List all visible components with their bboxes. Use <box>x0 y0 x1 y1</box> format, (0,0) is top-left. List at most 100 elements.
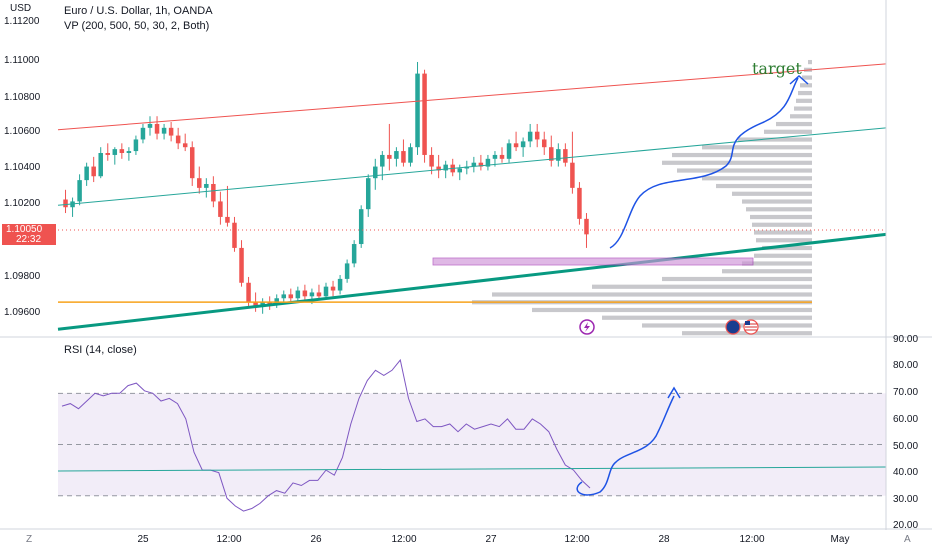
channel-mid-line[interactable] <box>57 127 887 206</box>
volume-profile-bar <box>790 114 812 119</box>
candle-body <box>513 143 519 148</box>
candle-body <box>260 302 265 307</box>
time-tick: 12:00 <box>391 534 416 545</box>
volume-profile-bar <box>662 160 812 165</box>
rsi-tick: 90.00 <box>893 334 918 345</box>
volume-profile-bar <box>532 307 812 313</box>
candle-body <box>387 154 392 159</box>
candle-body <box>140 127 146 140</box>
volume-profile-bar <box>764 129 812 134</box>
candle-body <box>239 247 244 283</box>
candle-body <box>492 154 498 159</box>
candle-body <box>520 141 526 148</box>
candle-body <box>485 158 491 167</box>
candle-body <box>63 199 68 208</box>
zoom-button[interactable]: Z <box>26 534 33 545</box>
candle-body <box>527 131 533 142</box>
time-tick: May <box>831 534 850 545</box>
volume-profile-bar <box>742 199 812 204</box>
candle-body <box>175 135 181 144</box>
price-tick: 1.10400 <box>4 162 41 173</box>
volume-profile-bar <box>702 145 812 150</box>
price-tick: 1.09800 <box>4 271 41 282</box>
candle-body <box>330 286 336 291</box>
price-axis[interactable]: 1.11200 1.11000 1.10800 1.10600 1.10400 … <box>4 16 41 318</box>
volume-profile-bar <box>750 214 812 220</box>
candle-body <box>77 180 82 202</box>
volume-profile-bar <box>742 261 812 266</box>
price-tick: 1.10800 <box>4 92 41 103</box>
rsi-level-line[interactable] <box>57 466 887 472</box>
rsi-projection-curve[interactable] <box>576 386 681 496</box>
rsi-axis[interactable]: 90.00 80.00 70.00 60.00 50.00 40.00 30.0… <box>893 334 918 531</box>
rsi-tick: 70.00 <box>893 387 918 398</box>
candle-body <box>499 154 505 159</box>
candle-body <box>408 147 413 163</box>
volume-profile-bar <box>776 121 812 127</box>
candle-body <box>534 131 540 140</box>
time-tick: 12:00 <box>216 534 241 545</box>
eu-flag-icon[interactable] <box>725 319 741 335</box>
volume-profile-bar <box>672 152 812 158</box>
volume-profile-bar <box>702 176 812 181</box>
candle-body <box>218 201 223 217</box>
rsi-grid <box>58 392 886 497</box>
volume-profile <box>472 59 812 336</box>
price-tick: 1.10600 <box>4 126 41 137</box>
time-axis[interactable]: 25 12:00 26 12:00 27 12:00 28 12:00 May <box>137 534 849 545</box>
candle-body <box>112 149 118 155</box>
symbol-title[interactable]: Euro / U.S. Dollar, 1h, OANDA <box>64 5 213 17</box>
volume-profile-bar <box>808 59 812 65</box>
candle-body <box>105 153 111 155</box>
candle-body <box>253 302 258 307</box>
volume-profile-bar <box>677 168 812 173</box>
candle-body <box>380 154 385 167</box>
candle-body <box>570 162 575 188</box>
candle-body <box>119 149 125 154</box>
candle-body <box>204 183 209 188</box>
candle-body <box>351 244 357 264</box>
candle-body <box>274 298 279 305</box>
support-trendline[interactable] <box>57 232 887 331</box>
volume-profile-bar <box>716 183 812 189</box>
rsi-tick: 40.00 <box>893 467 918 478</box>
candle-body <box>133 139 139 152</box>
volume-profile-bar <box>762 245 812 251</box>
candle-body <box>98 153 103 177</box>
volume-profile-bar <box>592 284 812 289</box>
rsi-tick: 20.00 <box>893 520 918 531</box>
auto-scale-button[interactable]: A <box>904 534 911 545</box>
candle-body <box>211 183 216 202</box>
candle-body <box>422 73 427 155</box>
channel-top-line[interactable] <box>57 63 887 131</box>
vp-indicator-label[interactable]: VP (200, 500, 50, 30, 2, Both) <box>64 20 210 32</box>
projection-curve[interactable] <box>609 74 809 249</box>
rsi-indicator-label[interactable]: RSI (14, close) <box>64 344 137 356</box>
candle-body <box>154 123 160 134</box>
candle-body <box>337 278 343 291</box>
candle-body <box>506 143 512 159</box>
candle-body <box>91 166 96 177</box>
candle-body <box>323 286 329 297</box>
us-flag-canton <box>745 321 750 325</box>
candle-body <box>549 147 554 161</box>
demand-zone[interactable] <box>432 257 754 266</box>
volume-profile-bar <box>796 98 812 103</box>
candle-body <box>344 263 350 279</box>
current-price-tag: 1.10050 22:32 <box>2 224 56 245</box>
candle-body <box>443 164 448 171</box>
candle-body <box>358 209 364 245</box>
candle-body <box>147 123 153 128</box>
rsi-tick: 30.00 <box>893 494 918 505</box>
time-tick: 25 <box>137 534 149 545</box>
candle-body <box>161 127 167 134</box>
candle-body <box>365 178 371 210</box>
candle-body <box>316 292 322 297</box>
time-tick: 26 <box>310 534 322 545</box>
volume-profile-bar <box>798 90 812 96</box>
volume-profile-bar <box>800 83 812 88</box>
candle-body <box>197 178 202 188</box>
candle-body <box>232 222 237 248</box>
candle-body <box>415 73 420 148</box>
